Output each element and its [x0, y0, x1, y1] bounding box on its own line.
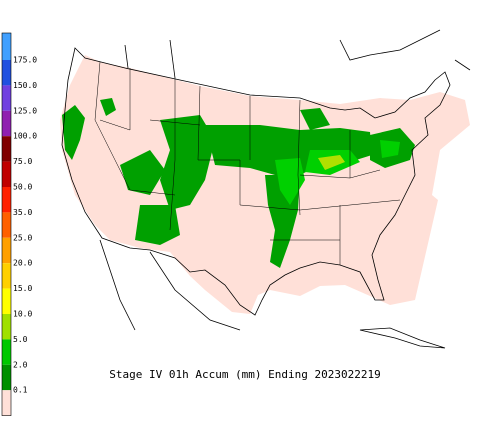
canada-outline [124, 29, 471, 79]
legend-swatch [2, 339, 11, 365]
legend-label: 175.0 [13, 56, 37, 65]
legend-label: 20.0 [13, 259, 32, 268]
legend-label: 25.0 [13, 233, 32, 242]
legend-label: 150.0 [13, 81, 37, 90]
state-lines [94, 61, 401, 265]
legend-frame [1, 32, 12, 416]
legend-swatch [2, 212, 11, 238]
legend-swatch [2, 314, 11, 340]
coverage-area [60, 55, 470, 314]
legend-swatch [2, 187, 11, 213]
legend-swatch [2, 161, 11, 187]
legend-label: 35.0 [13, 208, 32, 217]
legend-swatch [2, 33, 11, 60]
map [60, 29, 471, 349]
legend-swatch [2, 237, 11, 264]
cuba-outline [359, 327, 446, 349]
legend-swatch [2, 288, 11, 314]
legend-swatch [2, 85, 11, 111]
legend-label: 0.1 [13, 386, 28, 395]
legend-label: 100.0 [13, 132, 37, 141]
legend-swatch [2, 60, 11, 86]
legend-label: 50.0 [13, 183, 32, 192]
legend-swatch [2, 136, 11, 162]
legend-label: 10.0 [13, 310, 32, 319]
legend-swatch [2, 364, 11, 391]
legend: 175.0 150.0 125.0 100.0 75.0 50.0 35.0 25.0 20.0… [1, 32, 37, 416]
precip-light-yellow [318, 155, 345, 170]
legend-label: 2.0 [13, 360, 28, 369]
mexico-outline [99, 239, 241, 331]
legend-label: 5.0 [13, 335, 28, 344]
legend-label: 15.0 [13, 284, 32, 293]
legend-swatch [2, 390, 11, 416]
us-outline [61, 47, 451, 316]
map-title: Stage IV 01h Accum (mm) Ending 202302221… [109, 368, 381, 381]
legend-swatch [2, 263, 11, 289]
legend-label: 125.0 [13, 106, 37, 115]
legend-label: 75.0 [13, 157, 32, 166]
legend-swatch [2, 110, 11, 137]
